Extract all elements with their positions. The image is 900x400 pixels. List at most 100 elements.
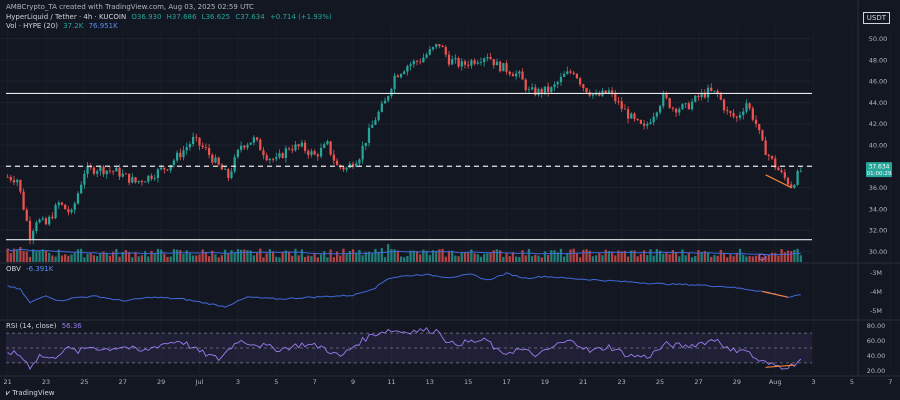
ohlc-close: C37.634 (235, 13, 265, 21)
volume-bar (233, 252, 236, 262)
volume-label[interactable]: Vol · HYPE (20) (6, 22, 58, 30)
candle-body (719, 93, 722, 100)
volume-bar (591, 256, 595, 262)
volume-bar (198, 254, 201, 262)
volume-bar (786, 250, 790, 262)
candle-body (115, 167, 118, 172)
candle-body (355, 163, 358, 167)
candle-body (591, 94, 595, 96)
volume-bar (463, 252, 467, 262)
volume-bar (476, 254, 479, 262)
volume-bar (527, 249, 531, 262)
candle-body (291, 149, 294, 151)
obv-label[interactable]: OBV (6, 265, 21, 273)
volume-bar (112, 251, 115, 262)
candle-body (556, 82, 559, 85)
volume-bar (67, 255, 70, 262)
volume-bar (57, 249, 60, 262)
candle-body (511, 74, 515, 77)
volume-bar (457, 256, 460, 262)
candle-body (774, 158, 777, 168)
time-axis-label: 23 (42, 378, 50, 386)
rsi-axis-label: 40.00 (867, 352, 886, 360)
candle-body (246, 144, 249, 148)
candle-body (163, 167, 166, 170)
candle-body (438, 44, 441, 47)
volume-bar (323, 251, 326, 262)
currency-label: USDT (866, 14, 886, 22)
volume-bar (793, 250, 796, 262)
candle-body (175, 152, 179, 161)
volume-bar (25, 251, 28, 262)
volume-bar (76, 249, 80, 262)
tradingview-logo[interactable]: ⩗ TradingView (6, 389, 54, 398)
volume-bar (271, 251, 275, 262)
currency-badge[interactable]: USDT (862, 12, 890, 24)
rsi-label[interactable]: RSI (14, close) (6, 322, 57, 330)
candle-body (399, 73, 403, 78)
candle-body (722, 99, 726, 111)
volume-bar (128, 252, 131, 262)
tradingview-brand: TradingView (12, 389, 55, 397)
volume-bar (390, 249, 393, 262)
candle-body (630, 113, 633, 119)
volume-bar (355, 252, 358, 262)
volume-bar (377, 252, 380, 262)
candle-body (668, 98, 671, 108)
volume-bar (255, 252, 259, 262)
candle-body (713, 90, 716, 92)
rsi-divergence-line (765, 364, 795, 368)
volume-bar (662, 253, 665, 262)
volume-bar (383, 257, 387, 262)
candle-body (6, 176, 9, 178)
volume-bar (262, 257, 265, 262)
candle-body (38, 219, 41, 223)
candle-body (796, 171, 799, 185)
volume-bar (211, 250, 214, 262)
volume-bar (563, 256, 566, 262)
volume-bar (460, 252, 463, 262)
price-axis-label: 34.00 (869, 205, 888, 213)
candle-body (118, 167, 121, 177)
candle-body (604, 90, 607, 94)
candle-body (60, 202, 64, 205)
candle-body (700, 92, 703, 98)
candle-body (502, 63, 505, 72)
volume-bar (99, 253, 102, 262)
volume-bar (16, 249, 19, 262)
candle-body (799, 170, 802, 172)
candle-body (214, 157, 217, 163)
volume-bar (406, 255, 409, 262)
volume-bar (534, 254, 537, 262)
candle-body (553, 84, 556, 88)
volume-bar (598, 252, 601, 262)
candle-body (201, 145, 204, 148)
volume-bar (777, 255, 780, 262)
volume-bar (655, 249, 658, 262)
time-axis-label: 25 (656, 378, 664, 386)
candle-body (342, 167, 345, 170)
volume-bar (371, 253, 374, 262)
volume-bar (774, 252, 777, 262)
volume-bar (41, 249, 44, 262)
symbol-label[interactable]: HyperLiquid / Tether · 4h · KUCOIN (6, 13, 127, 21)
volume-bar (166, 256, 169, 262)
volume-ma-value: 76.951K (88, 22, 118, 30)
candle-body (156, 169, 160, 179)
candle-body (300, 142, 303, 147)
volume-bar (578, 257, 582, 262)
volume-bar (575, 253, 579, 262)
candle-body (188, 144, 192, 148)
volume-bar (441, 248, 444, 262)
price-axis-label: 48.00 (869, 56, 888, 64)
volume-bar (732, 256, 735, 262)
volume-bar (694, 255, 697, 262)
volume-bar (770, 252, 774, 262)
obv-axis-label: -4M (870, 288, 882, 296)
candle-body (636, 118, 639, 121)
price-axis-label: 50.00 (869, 35, 888, 43)
volume-bar (748, 256, 751, 262)
candle-body (646, 124, 649, 126)
candle-body (412, 60, 415, 65)
